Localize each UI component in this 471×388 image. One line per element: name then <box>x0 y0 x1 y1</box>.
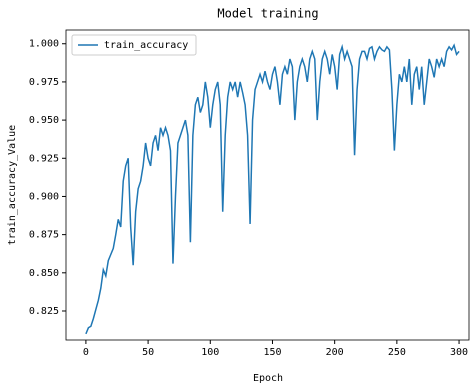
x-tick-label: 300 <box>450 347 468 358</box>
chart-title: Model training <box>217 7 318 21</box>
y-tick-label: 0.825 <box>29 306 59 317</box>
legend-box <box>71 34 197 56</box>
x-tick-label: 50 <box>142 347 154 358</box>
x-axis-label: Epoch <box>253 373 283 384</box>
y-tick-label: 0.875 <box>29 230 59 241</box>
y-tick-label: 0.900 <box>29 191 59 202</box>
x-tick-label: 0 <box>83 347 89 358</box>
x-tick-label: 250 <box>388 347 406 358</box>
y-tick-label: 1.000 <box>29 39 59 50</box>
y-tick-label: 0.950 <box>29 115 59 126</box>
plot-frame <box>65 29 470 341</box>
y-axis-label: train_accuracy_Value <box>7 125 18 245</box>
data-line <box>85 43 460 335</box>
y-tick-label: 0.850 <box>29 268 59 279</box>
x-tick-label: 200 <box>326 347 344 358</box>
y-tick-label: 0.925 <box>29 153 59 164</box>
y-tick-label: 0.975 <box>29 77 59 88</box>
x-tick-label: 100 <box>201 347 219 358</box>
legend-label: train_accuracy <box>104 40 188 51</box>
x-tick-label: 150 <box>263 347 281 358</box>
